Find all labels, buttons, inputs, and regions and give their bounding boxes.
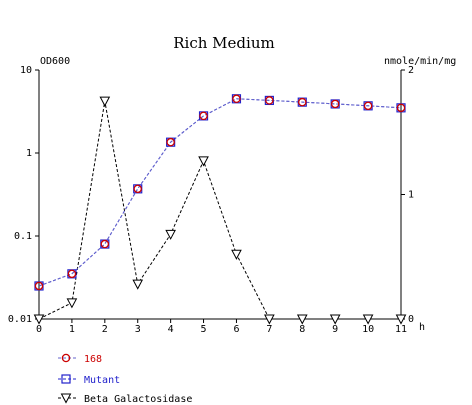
series-2-point (395, 314, 407, 325)
series-0-point (363, 101, 373, 111)
series-2-point (198, 156, 209, 167)
x-tick-label: 1 (69, 324, 75, 335)
series-0-point (166, 137, 175, 147)
left-tick-label: 0.1 (14, 231, 32, 242)
series-2-point (362, 314, 374, 325)
series-line-0 (38, 98, 402, 287)
left-axis-label: OD600 (40, 56, 70, 67)
series-2-point (231, 249, 242, 260)
series-0-point (133, 184, 142, 194)
legend-label: Mutant (84, 375, 120, 386)
series-2-point (264, 314, 275, 325)
series-0-point (396, 103, 406, 113)
legend-item: Mutant (58, 374, 120, 386)
x-tick-label: 6 (233, 324, 239, 335)
series-2-point (99, 96, 111, 107)
x-tick-label: 5 (201, 324, 207, 335)
series-0-point (34, 281, 44, 291)
left-tick-label: 10 (20, 65, 32, 76)
series-line-2 (38, 101, 401, 320)
legend-item: 168 (58, 353, 102, 365)
x-axis-unit-label: h (419, 322, 425, 333)
series-markers (33, 94, 407, 325)
series-0-point (298, 97, 307, 107)
x-tick-label: 8 (299, 324, 305, 335)
left-tick-label: 0.01 (8, 314, 32, 325)
legend-item: Beta Galactosidase (58, 393, 192, 405)
series-2-point (132, 279, 144, 290)
series-0-point (100, 239, 110, 249)
series-line-1 (38, 98, 402, 287)
x-tick-label: 0 (36, 324, 42, 335)
x-tick-label: 7 (266, 324, 272, 335)
left-tick-label: 1 (26, 148, 32, 159)
series-2-point (329, 314, 341, 325)
x-tick-label: 2 (102, 324, 108, 335)
right-axis-label: nmole/min/mg (384, 56, 456, 67)
series-0-point (199, 111, 208, 121)
ticks-layer: 0 1 2 3 4 5 6 7 8 9 10 11 0.01 0.1 1 10 0 1 2 (8, 65, 414, 335)
x-tick-label: 10 (362, 324, 374, 335)
series-2-point (33, 314, 45, 325)
x-tick-label: 11 (395, 324, 407, 335)
series-0-point (67, 269, 77, 279)
series-0-point (330, 99, 340, 109)
series-2-point (66, 298, 78, 309)
legend: 168 Mutant Beta Galactosidase (58, 353, 192, 405)
series-2-point (296, 314, 308, 325)
x-tick-label: 4 (168, 324, 174, 335)
legend-label: Beta Galactosidase (84, 394, 192, 405)
legend-label: 168 (84, 354, 102, 365)
legend-marker (61, 374, 71, 384)
legend-marker (61, 353, 71, 363)
right-tick-label: 2 (408, 65, 414, 76)
x-tick-label: 9 (332, 324, 338, 335)
chart-title: Rich Medium (173, 34, 274, 52)
series-0-point (232, 94, 241, 104)
x-tick-label: 3 (135, 324, 141, 335)
right-tick-label: 1 (408, 190, 414, 201)
right-tick-label: 0 (408, 314, 414, 325)
series-lines (38, 98, 402, 320)
series-0-point (265, 96, 274, 105)
series-2-point (165, 229, 176, 240)
legend-marker (60, 393, 72, 404)
